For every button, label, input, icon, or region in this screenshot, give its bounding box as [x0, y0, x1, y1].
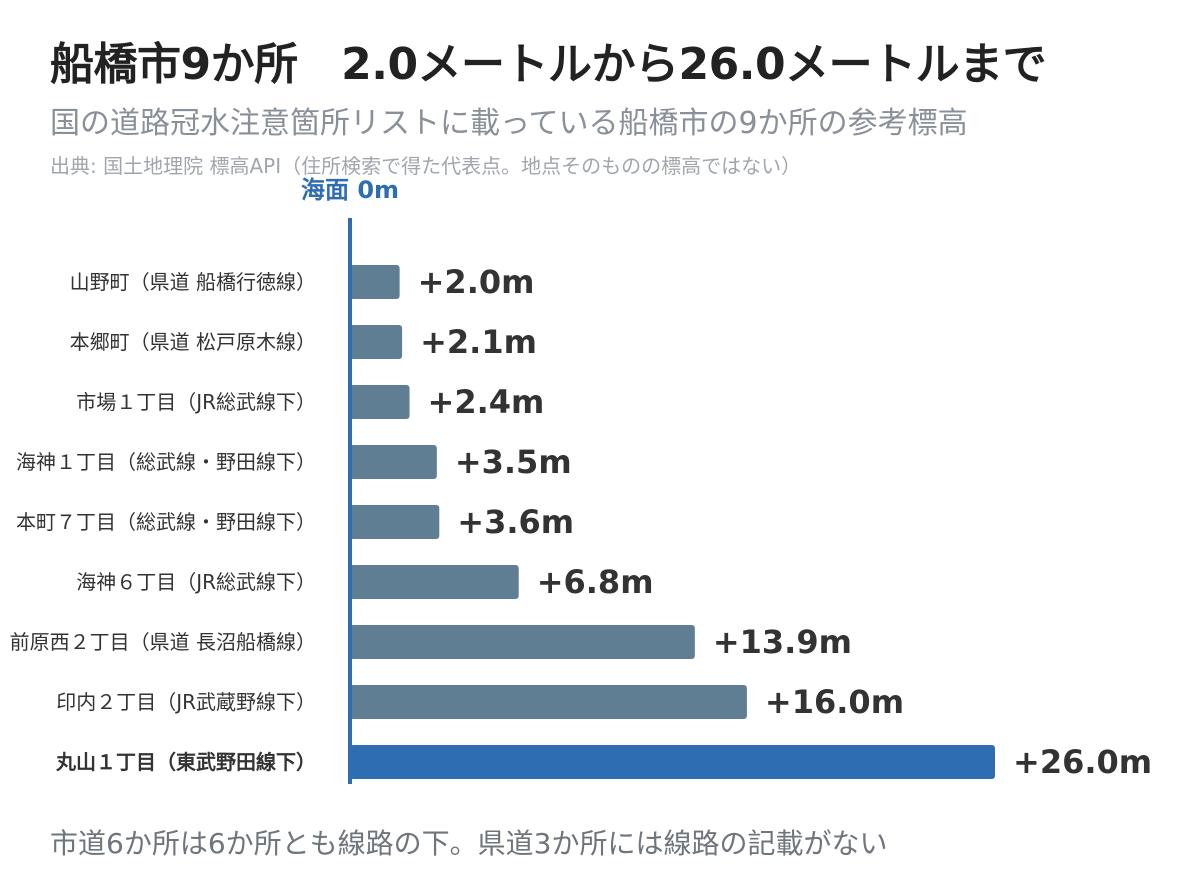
value-label: +3.5m — [455, 443, 572, 481]
category-label: 丸山１丁目（東武野田線下） — [55, 750, 316, 774]
chart-subtitle: 国の道路冠水注意箇所リストに載っている船橋市の9か所の参考標高 — [50, 106, 968, 141]
bar — [350, 385, 410, 419]
value-label: +16.0m — [765, 683, 904, 721]
value-label: +13.9m — [713, 623, 852, 661]
bar — [350, 565, 519, 599]
value-label: +3.6m — [457, 503, 574, 541]
bar — [350, 505, 440, 539]
category-label: 山野町（県道 船橋行徳線） — [70, 270, 316, 294]
bar — [350, 445, 437, 479]
category-label: 海神６丁目（JR総武線下） — [76, 570, 316, 594]
value-label: +2.4m — [428, 383, 545, 421]
category-label: 印内２丁目（JR武蔵野線下） — [56, 690, 316, 714]
baseline-label: 海面 0m — [301, 176, 399, 204]
category-label: 本郷町（県道 松戸原木線） — [70, 330, 316, 354]
category-label: 前原西２丁目（県道 長沼船橋線） — [10, 630, 316, 654]
chart-title: 船橋市9か所 2.0メートルから26.0メートルまで — [50, 39, 1047, 90]
value-label: +2.0m — [418, 263, 535, 301]
chart-footnote: 市道6か所は6か所とも線路の下。県道3か所には線路の記載がない — [50, 827, 888, 860]
value-label: +2.1m — [420, 323, 537, 361]
bar — [350, 265, 400, 299]
bar — [350, 745, 995, 779]
category-label: 本町７丁目（総武線・野田線下） — [16, 510, 316, 534]
bar — [350, 625, 695, 659]
value-label: +6.8m — [537, 563, 654, 601]
category-label: 市場１丁目（JR総武線下） — [76, 390, 316, 414]
bar — [350, 685, 747, 719]
category-label: 海神１丁目（総武線・野田線下） — [16, 450, 316, 474]
bar — [350, 325, 403, 359]
value-label: +26.0m — [1013, 743, 1152, 781]
chart-source: 出典: 国土地理院 標高API（住所検索で得た代表点。地点そのものの標高ではない… — [50, 154, 802, 178]
